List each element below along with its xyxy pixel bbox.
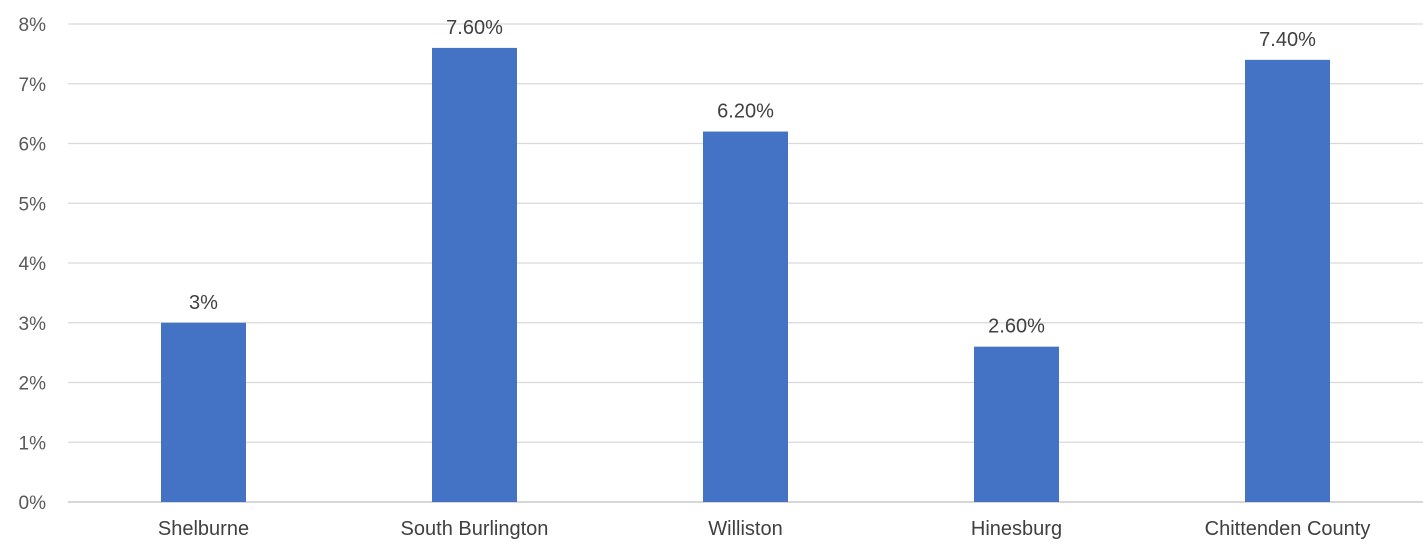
y-tick-label: 0% xyxy=(19,493,47,514)
x-category-label: Williston xyxy=(708,518,782,540)
y-tick-label: 2% xyxy=(19,374,47,395)
y-tick-label: 3% xyxy=(19,314,47,335)
data-labels: 3% 7.60% 6.20% 2.60% 7.40% xyxy=(189,17,1316,338)
y-tick-label: 8% xyxy=(19,15,47,36)
bar xyxy=(1245,59,1330,502)
data-label: 2.60% xyxy=(988,316,1045,338)
x-axis-category-labels: Shelburne South Burlington Williston Hinesb… xyxy=(158,518,1370,540)
bar xyxy=(703,131,788,503)
y-tick-label: 4% xyxy=(19,254,47,275)
y-tick-label: 6% xyxy=(19,135,47,156)
x-category-label: Chittenden County xyxy=(1205,518,1371,540)
data-label: 3% xyxy=(189,292,218,314)
data-label: 7.40% xyxy=(1259,29,1316,51)
data-label: 6.20% xyxy=(717,101,774,123)
x-category-label: Hinesburg xyxy=(971,518,1062,540)
x-category-label: Shelburne xyxy=(158,518,249,540)
bar xyxy=(432,47,517,503)
y-axis-tick-labels: 0% 1% 2% 3% 4% 5% 6% 7% 8% xyxy=(19,15,47,514)
data-label: 7.60% xyxy=(446,17,503,39)
bar xyxy=(974,346,1059,502)
x-category-label: South Burlington xyxy=(401,518,549,540)
y-tick-label: 5% xyxy=(19,194,47,215)
y-tick-label: 7% xyxy=(19,75,47,96)
y-tick-label: 1% xyxy=(19,433,47,454)
bar xyxy=(161,322,246,502)
bars xyxy=(161,47,1330,503)
